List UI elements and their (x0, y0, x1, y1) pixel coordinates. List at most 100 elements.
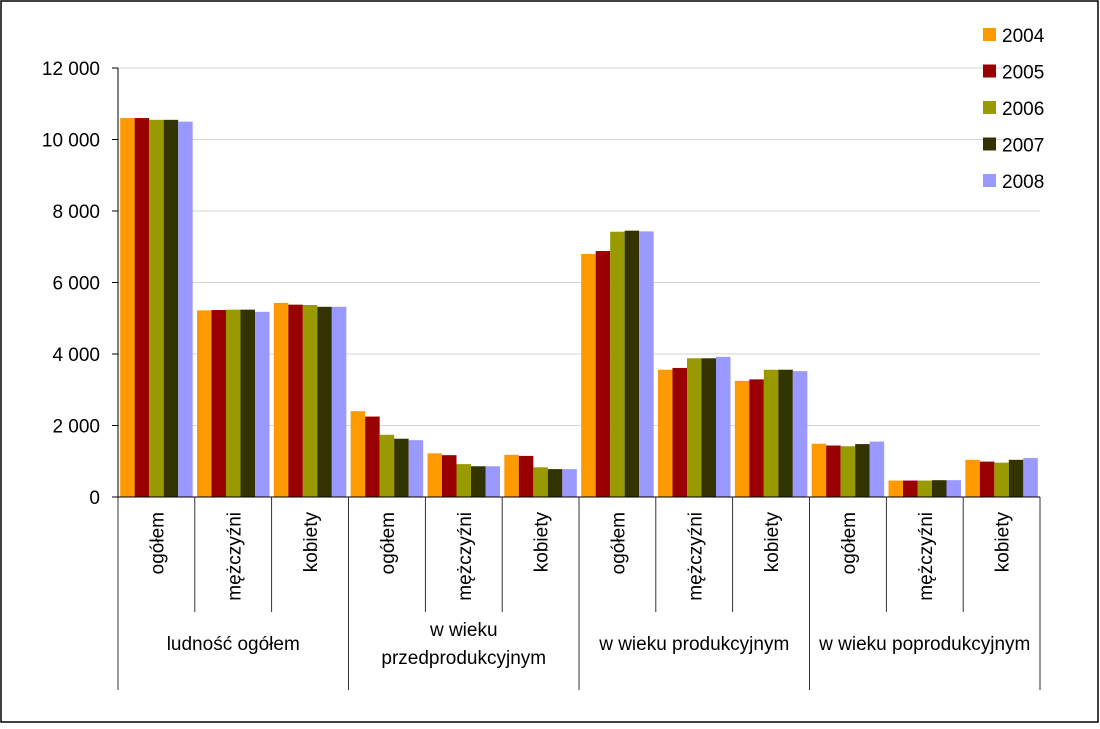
bar-2004 (504, 454, 519, 497)
bar-2007 (932, 480, 947, 497)
bar-2006 (379, 434, 395, 497)
bar-2005 (518, 455, 534, 497)
bar-2007 (317, 306, 332, 497)
legend-swatch-2006 (983, 101, 996, 114)
bar-2004 (273, 302, 289, 497)
legend-label: 2005 (1002, 63, 1044, 84)
bar-2005 (211, 310, 226, 497)
bar-2005 (365, 416, 380, 497)
bar-2006 (456, 464, 471, 497)
bar-2006 (302, 305, 318, 497)
bar-2006 (763, 369, 779, 497)
bar-2005 (672, 367, 687, 497)
y-tick-label: 12 000 (42, 59, 100, 80)
bar-2008 (1023, 458, 1038, 497)
bar-2008 (331, 306, 347, 497)
legend-swatch-2008 (983, 174, 996, 187)
bar-2006 (994, 462, 1009, 497)
bar-2007 (394, 438, 409, 497)
category-label: ogółem (147, 512, 168, 574)
gridlines (118, 67, 1040, 426)
bar-2008 (639, 231, 654, 497)
bar-2008 (716, 356, 731, 497)
category-label: mężczyźni (455, 512, 476, 601)
y-tick-label: 2 000 (52, 417, 100, 438)
bar-2005 (288, 304, 303, 497)
bar-2007 (624, 230, 640, 497)
category-label: mężczyźni (916, 512, 937, 601)
bar-2007 (778, 369, 793, 497)
bar-2008 (485, 466, 500, 497)
category-label: kobiety (301, 512, 322, 573)
group-label: w wieku przedprodukcyjnym (381, 620, 546, 669)
bar-2007 (855, 444, 870, 497)
category-label: ogółem (608, 512, 629, 574)
x-axis-labels: ogółem mężczyźni kobiety ogółem mężczyźni kob… (117, 497, 1041, 690)
bar-2008 (408, 440, 424, 497)
group-label: w wieku poprodukcyjnym (818, 634, 1030, 655)
bars (120, 118, 1038, 498)
bar-2004 (120, 118, 135, 498)
category-label: kobiety (993, 512, 1014, 573)
y-tick-label: 8 000 (52, 202, 100, 223)
bar-2007 (240, 309, 255, 497)
bar-2005 (979, 461, 995, 497)
bar-2004 (350, 411, 366, 497)
bar-2005 (595, 251, 611, 497)
bar-2008 (792, 371, 808, 497)
y-tick-label: 4 000 (52, 345, 100, 366)
bar-2006 (917, 480, 932, 497)
bar-2005 (903, 480, 918, 497)
legend: 2004 2005 2006 2007 2008 (983, 26, 1045, 193)
bar-2006 (149, 119, 164, 497)
legend-label: 2006 (1002, 99, 1044, 120)
category-label: kobiety (762, 512, 783, 573)
bar-2006 (533, 467, 548, 497)
y-axis-tick-labels: 0 2 000 4 000 6 000 8 000 10 000 12 000 (42, 59, 100, 509)
bar-2007 (471, 466, 486, 497)
bar-2006 (687, 358, 702, 497)
legend-label: 2004 (1002, 26, 1045, 47)
legend-swatch-2005 (983, 64, 996, 78)
bar-2004 (811, 443, 827, 497)
bar-2004 (658, 369, 673, 497)
bar-2006 (610, 231, 625, 498)
bar-2005 (826, 445, 841, 497)
group-label: ludność ogółem (167, 634, 300, 655)
bar-2004 (888, 480, 903, 497)
legend-swatch-2007 (983, 137, 996, 151)
bar-2004 (427, 453, 442, 497)
group-label: w wieku produkcyjnym (598, 634, 789, 655)
bar-2008 (178, 121, 193, 498)
bar-2005 (749, 379, 764, 497)
bar-2005 (442, 455, 457, 497)
bar-2008 (869, 441, 885, 497)
y-tick-label: 0 (89, 488, 100, 509)
bar-2008 (946, 480, 961, 497)
category-label: mężczyźni (685, 512, 706, 601)
category-label: ogółem (378, 512, 399, 574)
bar-2007 (547, 469, 563, 497)
legend-label: 2008 (1002, 172, 1044, 193)
bar-2007 (163, 119, 179, 497)
category-label: kobiety (532, 512, 553, 573)
y-tick-label: 10 000 (42, 131, 100, 152)
bar-2004 (734, 380, 750, 497)
bar-2004 (197, 310, 212, 497)
bar-2004 (581, 253, 596, 497)
legend-label: 2007 (1002, 136, 1044, 157)
bar-2005 (134, 118, 150, 498)
bar-2004 (965, 459, 980, 497)
bar-2008 (562, 469, 577, 497)
legend-swatch-2004 (983, 28, 996, 41)
bar-2008 (255, 311, 270, 497)
bar-2007 (701, 358, 716, 497)
category-label: mężczyźni (224, 512, 245, 601)
bar-2006 (840, 446, 856, 497)
bar-2007 (1008, 459, 1024, 497)
bar-2006 (226, 309, 241, 497)
category-label: ogółem (839, 512, 860, 574)
y-tick-label: 6 000 (52, 274, 100, 295)
